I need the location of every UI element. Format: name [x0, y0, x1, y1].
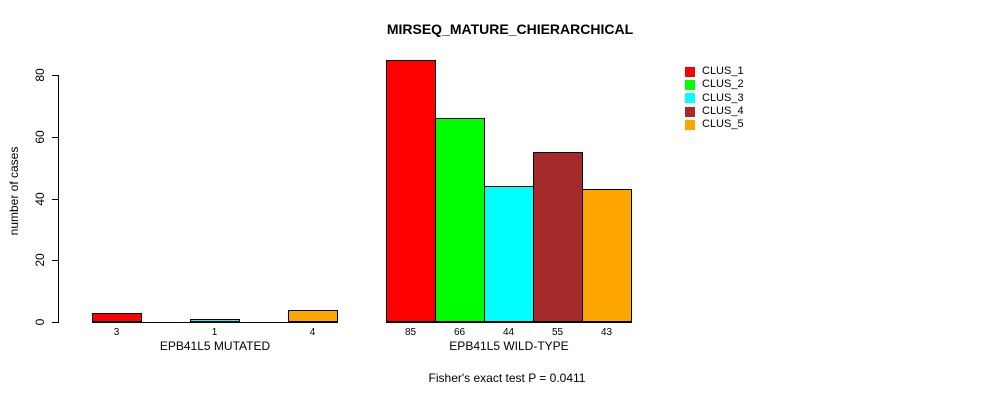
category-label-mutated: EPB41L5 MUTATED — [159, 339, 271, 353]
y-tick-label: 60 — [33, 130, 47, 144]
y-tick — [52, 137, 58, 138]
legend: CLUS_1 CLUS_2 CLUS_3 CLUS_4 CLUS_5 — [685, 65, 744, 131]
legend-item-clus-5: CLUS_5 — [685, 118, 744, 131]
bar-clus_4-wild-type — [533, 152, 583, 322]
legend-item-clus-2: CLUS_2 — [685, 78, 744, 91]
y-tick — [52, 260, 58, 261]
bar-value-label: 4 — [309, 327, 316, 338]
legend-label-clus-1: CLUS_1 — [702, 65, 744, 77]
y-tick-label: 20 — [33, 253, 47, 267]
bar-clus_3-mutated — [190, 319, 240, 322]
y-tick — [52, 199, 58, 200]
legend-swatch-clus-4 — [685, 106, 695, 117]
y-tick-label: 80 — [33, 68, 47, 82]
legend-item-clus-3: CLUS_3 — [685, 92, 744, 105]
bar-clus_5-wild-type — [582, 189, 632, 322]
fisher-test-annotation: Fisher's exact test P = 0.0411 — [428, 371, 586, 385]
legend-label-clus-5: CLUS_5 — [702, 118, 744, 131]
legend-label-clus-2: CLUS_2 — [702, 78, 744, 91]
bar-value-label: 1 — [211, 327, 218, 338]
legend-swatch-clus-5 — [685, 119, 695, 130]
legend-swatch-clus-2 — [685, 79, 695, 90]
bar-clus_5-mutated — [288, 310, 338, 322]
bar-clus_1-wild-type — [386, 60, 436, 322]
bar-value-label: 55 — [551, 327, 564, 338]
y-tick — [52, 75, 58, 76]
category-label-wild-type: EPB41L5 WILD-TYPE — [449, 339, 569, 353]
legend-swatch-clus-1 — [685, 66, 695, 77]
y-tick — [52, 322, 58, 323]
legend-label-clus-3: CLUS_3 — [702, 91, 744, 104]
bar-value-label: 44 — [502, 327, 515, 338]
bar-clus_3-wild-type — [484, 186, 534, 322]
y-axis-label: number of cases — [7, 146, 21, 236]
x-baseline-mutated — [92, 322, 338, 323]
y-tick-label: 40 — [33, 192, 47, 206]
y-axis-line — [58, 75, 59, 323]
bar-clus_1-mutated — [92, 313, 142, 322]
legend-label-clus-4: CLUS_4 — [702, 104, 744, 117]
bar-value-label: 43 — [600, 327, 613, 338]
legend-item-clus-1: CLUS_1 — [685, 65, 744, 78]
bar-value-label: 85 — [404, 327, 417, 338]
y-tick-label: 0 — [33, 318, 47, 326]
bar-value-label: 66 — [453, 327, 466, 338]
legend-swatch-clus-3 — [685, 93, 695, 104]
bar-value-label: 3 — [113, 327, 120, 338]
legend-item-clus-4: CLUS_4 — [685, 105, 744, 118]
x-baseline-wild-type — [386, 322, 632, 323]
chart-title: MIRSEQ_MATURE_CHIERARCHICAL — [386, 21, 634, 37]
bar-clus_2-wild-type — [435, 118, 485, 322]
